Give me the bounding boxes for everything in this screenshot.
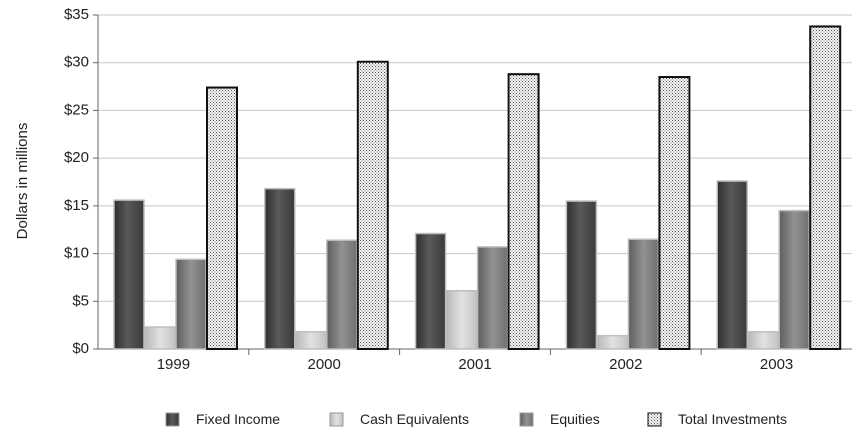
tick-labels: $0 $5 $10 $15 $20 $25 $30 $35 1999 2000 2001 2002 20… <box>64 6 793 373</box>
y-tick-label: $35 <box>64 6 89 23</box>
bar-total-investments-2001 <box>507 73 540 350</box>
legend-label: Equities <box>550 411 600 427</box>
y-tick-label: $25 <box>64 101 89 118</box>
y-tick-label: $5 <box>72 292 89 309</box>
bar-cash-equivalents-2002 <box>596 334 629 350</box>
legend-item-cash-equivalents: Cash Equivalents <box>329 411 469 427</box>
x-tick-label: 2002 <box>609 356 642 373</box>
bar-equities-2002 <box>627 238 660 350</box>
bar-fixed-income-2000 <box>264 187 296 350</box>
bar-cash-equivalents-2003 <box>747 331 779 350</box>
bar-fixed-income-2003 <box>716 180 748 350</box>
y-axis-label: Dollars in millions <box>14 123 31 240</box>
legend-swatch <box>519 412 534 427</box>
y-tick-label: $30 <box>64 54 89 71</box>
bar-fixed-income-2001 <box>414 232 447 350</box>
x-tick-label: 1999 <box>157 356 190 373</box>
bars <box>113 25 842 351</box>
bar-cash-equivalents-2000 <box>295 331 327 350</box>
bar-cash-equivalents-2001 <box>445 290 478 350</box>
x-tick-label: 2000 <box>308 356 341 373</box>
bar-total-investments-2000 <box>356 60 389 350</box>
y-tick-label: $20 <box>64 149 89 166</box>
legend-swatch <box>647 412 662 427</box>
bar-equities-2000 <box>326 239 358 350</box>
y-tick-label: $10 <box>64 245 89 262</box>
bar-fixed-income-1999 <box>113 199 145 350</box>
legend-item-fixed-income: Fixed Income <box>165 411 280 427</box>
legend-item-total-investments: Total Investments <box>647 411 787 427</box>
bar-equities-2003 <box>778 209 810 350</box>
legend-label: Total Investments <box>678 411 787 427</box>
bar-total-investments-2003 <box>809 25 842 351</box>
legend-label: Cash Equivalents <box>360 411 469 427</box>
y-tick-label: $0 <box>72 340 89 357</box>
bar-total-investments-1999 <box>206 86 238 350</box>
bar-cash-equivalents-1999 <box>144 326 176 350</box>
x-tick-label: 2001 <box>458 356 491 373</box>
bar-total-investments-2002 <box>658 76 691 351</box>
legend-swatch <box>329 412 344 427</box>
y-tick-label: $15 <box>64 197 89 214</box>
legend-swatch <box>165 412 180 427</box>
legend-item-equities: Equities <box>519 411 600 427</box>
legend: Fixed Income Cash Equivalents Equities Tota… <box>165 411 787 427</box>
bar-equities-2001 <box>476 246 509 350</box>
x-tick-label: 2003 <box>760 356 793 373</box>
legend-label: Fixed Income <box>196 411 280 427</box>
bar-equities-1999 <box>175 258 207 350</box>
bar-fixed-income-2002 <box>565 200 598 350</box>
